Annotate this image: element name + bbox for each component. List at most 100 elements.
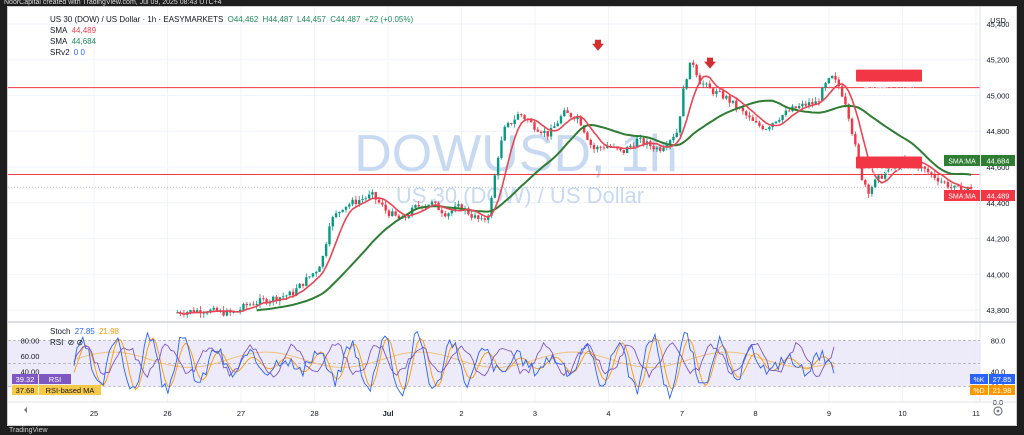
candle-body <box>642 138 645 145</box>
candle-body <box>702 83 705 85</box>
candle-body <box>192 310 196 313</box>
candle-body <box>688 62 692 80</box>
candle-body <box>794 106 798 109</box>
candle-body <box>781 115 784 121</box>
chart-frame: DOWUSD, 1h US 30 (DOW) / US Dollar USD 4… <box>7 6 1017 426</box>
candle-body <box>483 218 487 220</box>
rsi-badge-value: 39.32 <box>16 375 35 384</box>
candle-body <box>844 96 847 105</box>
d-badge-label: %D <box>973 388 984 395</box>
candle-body <box>477 215 480 219</box>
candle-body <box>675 132 678 138</box>
srv-legend[interactable]: SRv2 0 0 <box>50 47 87 58</box>
symbol-name[interactable]: US 30 (DOW) / US Dollar · 1h · EASYMARKE… <box>50 15 224 24</box>
candle-body <box>821 87 824 102</box>
stoch-legend[interactable]: Stoch 27.85 21.98 <box>50 326 121 337</box>
candle-body <box>678 116 682 133</box>
candle-body <box>814 101 817 105</box>
candle-body <box>189 310 192 313</box>
candle-body <box>195 310 199 313</box>
osc-tick-label: 60.00 <box>21 352 40 361</box>
candle-body <box>384 204 387 211</box>
candle-body <box>258 298 262 305</box>
candle-body <box>599 146 602 148</box>
osc-tick-label: 40.00 <box>21 367 40 376</box>
sma-slow-line <box>256 99 972 312</box>
candle-body <box>731 100 735 103</box>
rsi-ma-badge: 37.68 RSI-based MA <box>12 385 101 395</box>
price-tick-label: 44,000 <box>987 270 1010 279</box>
candle-body <box>867 184 870 194</box>
candle-body <box>434 201 437 203</box>
settings-gear-icon[interactable] <box>993 406 1003 416</box>
time-tick-label: 27 <box>237 409 245 418</box>
candle-body <box>837 79 841 87</box>
candle-body <box>718 91 721 92</box>
time-tick-label: 4 <box>606 409 610 418</box>
candle-body <box>493 175 497 198</box>
candle-body <box>873 179 877 188</box>
candle-body <box>735 100 738 108</box>
candle-body <box>797 105 801 109</box>
rsi-legend-extra: ⊘ ⊘ <box>67 338 84 347</box>
candle-body <box>480 218 483 220</box>
time-tick-label: 25 <box>90 409 98 418</box>
candle-body <box>566 110 569 114</box>
candle-body <box>943 181 946 183</box>
candle-body <box>460 204 463 211</box>
price-tick-label: 45,400 <box>987 20 1010 29</box>
sma-fast-badge-value: 44,489 <box>987 192 1010 201</box>
candle-body <box>430 201 434 205</box>
candle-body <box>255 304 258 306</box>
sma2-legend[interactable]: SMA 44,684 <box>50 36 98 47</box>
rsi-ma-badge-label: RSI-based MA <box>46 386 95 395</box>
candle-body <box>586 132 589 140</box>
candle-body <box>391 211 394 217</box>
candle-body <box>827 78 831 84</box>
candle-body <box>500 140 503 158</box>
sma1-legend[interactable]: SMA 44,489 <box>50 25 98 36</box>
candle-body <box>467 208 470 215</box>
candle-body <box>367 194 371 199</box>
level-high-badge[interactable]: 45044(1.25%) <box>856 69 922 91</box>
candle-body <box>705 83 708 85</box>
candle-body <box>576 116 579 120</box>
price-grid <box>8 7 980 402</box>
stoch-label: Stoch <box>50 327 71 336</box>
candle-body <box>923 166 927 169</box>
candle-body <box>298 283 301 289</box>
sma-fast-line <box>177 75 972 315</box>
candle-body <box>857 144 860 162</box>
candle-body <box>536 129 540 132</box>
time-tick-label: 11 <box>972 409 980 418</box>
stoch-d-value: 21.98 <box>98 327 119 336</box>
srv-label: SRv2 <box>50 48 70 57</box>
level-low-badge[interactable]: 44558(0.16%) <box>856 156 922 176</box>
chart-canvas[interactable]: DOWUSD, 1h US 30 (DOW) / US Dollar USD 4… <box>8 7 1016 425</box>
candle-body <box>629 145 632 148</box>
sma1-value: 44,489 <box>71 26 97 35</box>
candle-body <box>272 296 275 302</box>
sma-fast-badge: SMA:MA 44,489 <box>944 190 1015 201</box>
candle-body <box>510 123 513 125</box>
time-axis: 25 26 27 28 Jul 2 3 4 7 8 9 10 11 <box>90 409 980 418</box>
candle-body <box>695 64 698 76</box>
candle-body <box>381 202 384 205</box>
candle-body <box>579 116 583 126</box>
candle-body <box>672 137 675 141</box>
candle-body <box>288 291 291 296</box>
candle-body <box>404 217 407 218</box>
goto-icon[interactable] <box>24 407 27 413</box>
candle-body <box>883 171 887 179</box>
candle-body <box>444 213 447 217</box>
candle-body <box>715 91 718 95</box>
ohlc-change: +22 (+0.05%) <box>364 15 414 24</box>
candle-body <box>242 303 245 310</box>
rsi-legend[interactable]: RSI ⊘ ⊘ <box>50 337 85 348</box>
time-tick-label: 26 <box>163 409 171 418</box>
level-high-text: 45044(1.25%) <box>864 82 915 91</box>
candle-body <box>308 276 311 278</box>
candle-body <box>784 110 788 116</box>
rsi-line <box>73 341 835 379</box>
candle-body <box>830 75 834 79</box>
